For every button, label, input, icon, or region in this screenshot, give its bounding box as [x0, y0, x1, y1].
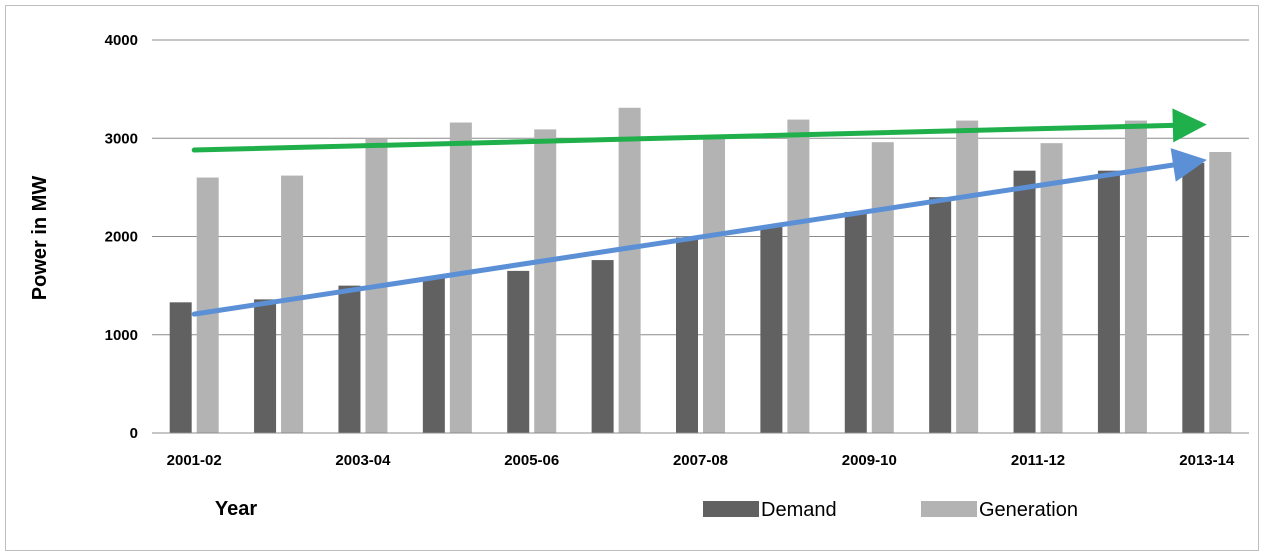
bar-generation — [196, 177, 219, 433]
bar-generation — [1209, 152, 1232, 433]
bar-generation — [1040, 143, 1063, 433]
bar-demand — [676, 237, 698, 433]
bar-generation — [703, 138, 725, 433]
bar-generation — [281, 175, 304, 433]
y-tick-label: 0 — [130, 425, 138, 442]
bar-demand — [338, 285, 361, 433]
x-tick-label: 2007-08 — [673, 452, 728, 469]
y-tick-label: 4000 — [105, 32, 138, 49]
bar-demand — [254, 299, 277, 433]
chart-frame: 0 1000 2000 3000 4000 2001-02 2003-04 2005-06 2… — [5, 5, 1259, 551]
demand-trend-line — [191, 162, 1176, 317]
bar-generation — [618, 107, 641, 433]
y-tick-label: 1000 — [105, 327, 138, 344]
bar-demand — [422, 277, 445, 433]
x-tick-label: 2013-14 — [1179, 452, 1235, 469]
legend: Demand Generation — [703, 499, 1078, 521]
bar-demand — [1097, 170, 1120, 434]
bar-demand — [760, 226, 783, 433]
bar-demand — [591, 260, 614, 433]
legend-swatch-generation — [921, 501, 977, 517]
x-axis-ticks: 2001-02 2003-04 2005-06 2007-08 2009-10 2011-… — [167, 452, 1235, 469]
bar-generation — [1124, 120, 1147, 433]
gridlines — [152, 39, 1249, 336]
y-tick-label: 2000 — [105, 229, 138, 246]
x-tick-label: 2011-12 — [1011, 452, 1065, 469]
bar-demand — [1013, 170, 1036, 434]
generation-trend-arrowhead — [1172, 108, 1207, 143]
bar-demand — [1182, 162, 1205, 433]
bar-demand — [507, 270, 530, 433]
bar-generation — [956, 120, 979, 433]
bar-demand — [844, 211, 867, 433]
x-tick-label: 2005-06 — [504, 452, 559, 469]
y-tick-label: 3000 — [105, 130, 138, 147]
bar-generation — [787, 119, 810, 434]
x-axis-title: Year — [215, 498, 257, 520]
x-tick-label: 2009-10 — [842, 452, 897, 469]
legend-label-generation: Generation — [979, 499, 1078, 521]
trend-arrows — [191, 108, 1207, 317]
legend-label-demand: Demand — [761, 499, 837, 521]
generation-trend-line — [191, 122, 1176, 153]
x-tick-label: 2001-02 — [167, 452, 222, 469]
bars — [169, 107, 1232, 434]
bar-generation — [871, 142, 894, 433]
x-tick-label: 2003-04 — [335, 452, 391, 469]
bar-demand — [169, 302, 192, 433]
bar-demand — [929, 197, 952, 433]
y-axis-title: Power in MW — [29, 176, 51, 301]
y-axis-ticks: 0 1000 2000 3000 4000 — [105, 32, 138, 442]
demand-trend-arrowhead — [1170, 148, 1207, 182]
bar-generation — [534, 129, 557, 433]
bar-generation — [449, 122, 472, 433]
legend-swatch-demand — [703, 501, 759, 517]
